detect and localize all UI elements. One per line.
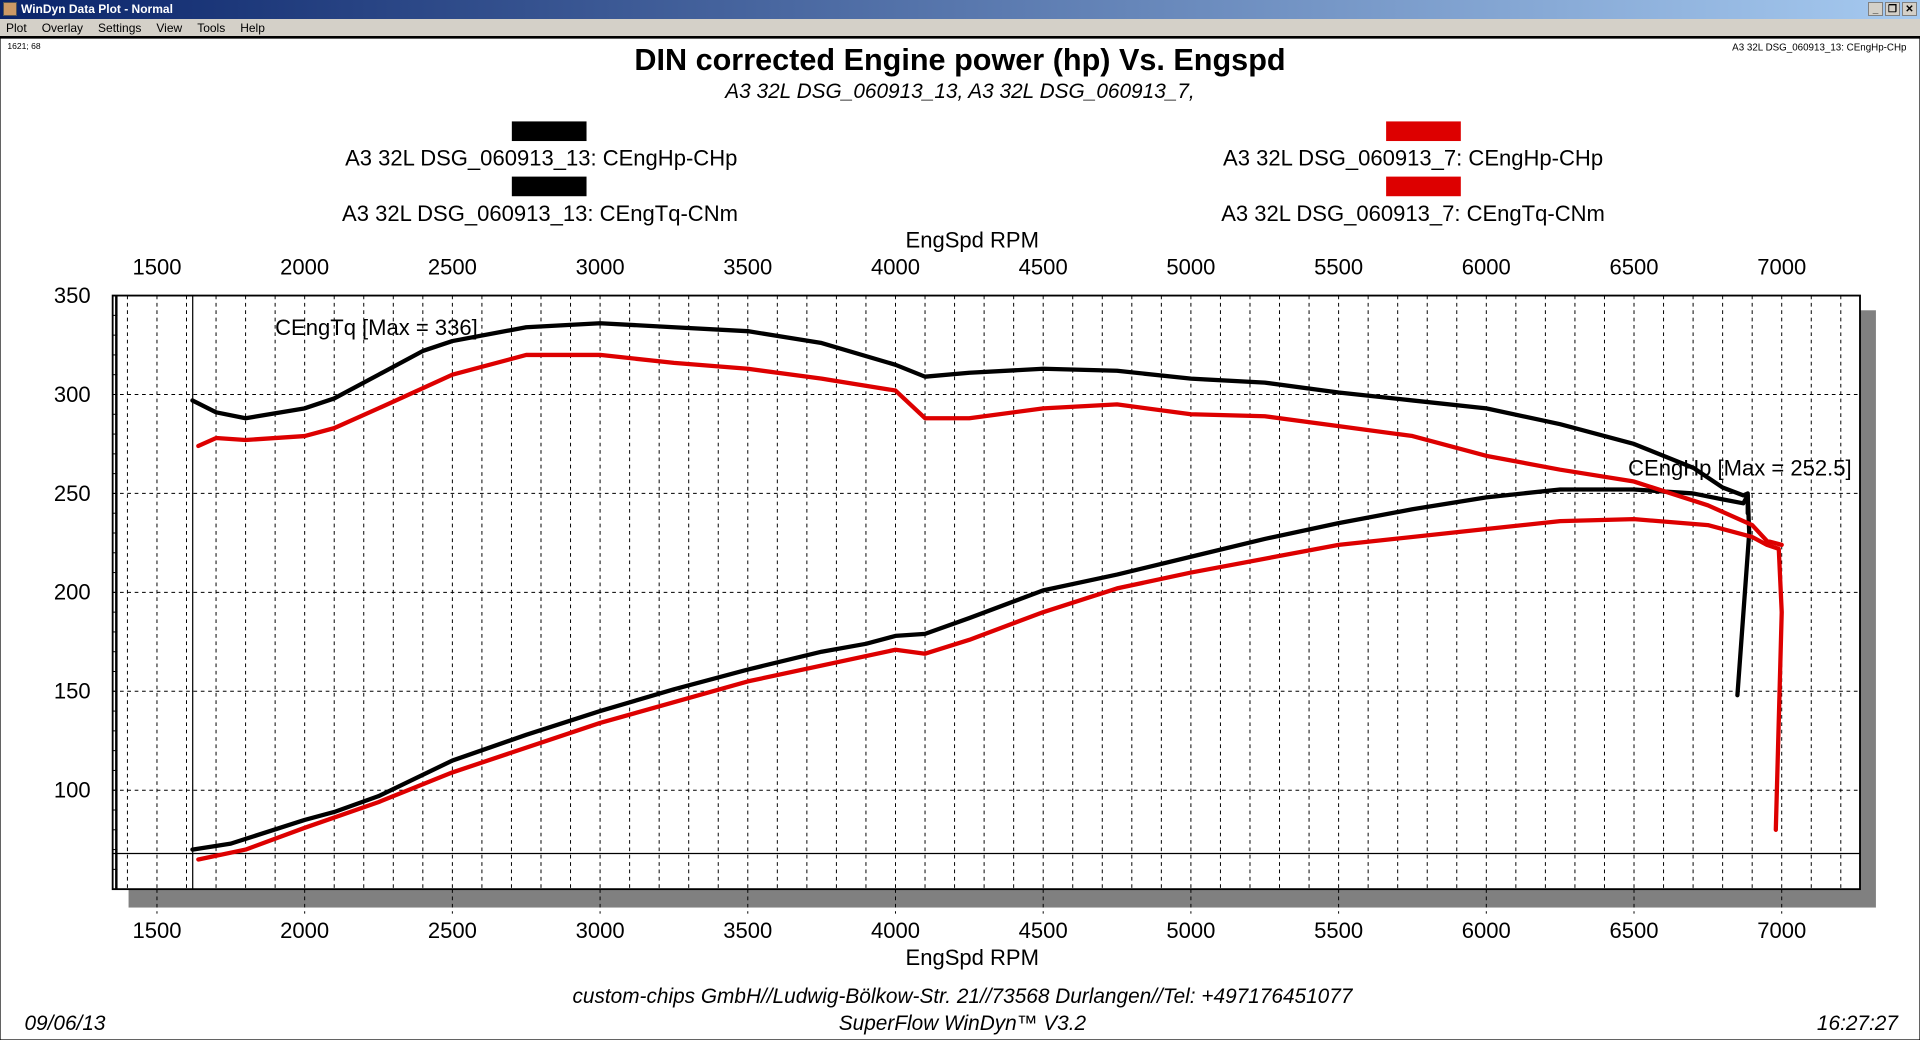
- series-line-3: [196, 352, 1784, 548]
- y-tick-label: 200: [54, 580, 91, 605]
- legend-label-7-tq: A3 32L DSG_060913_7: CEngTq-CNm: [1221, 201, 1605, 226]
- maximize-button[interactable]: ❐: [1885, 2, 1900, 16]
- x-tick-label-bottom: 3000: [576, 918, 625, 943]
- annotations: CEngTq [Max = 336] CEngHp [Max = 252.5]: [275, 315, 1851, 481]
- x-tick-label-top: 5500: [1314, 255, 1363, 280]
- legend: A3 32L DSG_060913_13: CEngHp-CHp A3 32L …: [342, 121, 1605, 226]
- legend-swatch-13-tq: [511, 176, 587, 197]
- y-tick-label: 300: [54, 382, 91, 407]
- x-tick-label-top: 2500: [428, 255, 477, 280]
- active-trace-label: A3 32L DSG_060913_13: CEngHp-CHp: [1732, 42, 1907, 53]
- x-axis-label-top: EngSpd RPM: [906, 228, 1039, 253]
- x-tick-label-top: 2000: [280, 255, 329, 280]
- title-bar: WinDyn Data Plot - Normal _ ❐ ✕: [0, 0, 1920, 19]
- series-group: [190, 321, 1784, 862]
- x-axis-label-bottom: EngSpd RPM: [906, 945, 1039, 970]
- x-tick-label-top: 3500: [723, 255, 772, 280]
- close-button[interactable]: ✕: [1902, 2, 1917, 16]
- x-tick-label-top: 6000: [1462, 255, 1511, 280]
- axes: 1500 1500 2000 2000 2500 2500 3000 3000 3500 3500…: [54, 255, 1860, 943]
- x-tick-label-bottom: 4000: [871, 918, 920, 943]
- minimize-button[interactable]: _: [1868, 2, 1883, 16]
- menu-overlay[interactable]: Overlay: [41, 21, 84, 35]
- x-tick-label-bottom: 5500: [1314, 918, 1363, 943]
- x-tick-label-top: 7000: [1757, 255, 1806, 280]
- legend-label-13-tq: A3 32L DSG_060913_13: CEngTq-CNm: [342, 201, 738, 226]
- menu-view[interactable]: View: [156, 21, 183, 35]
- x-tick-label-bottom: 2000: [280, 918, 329, 943]
- x-tick-label-bottom: 1500: [132, 918, 181, 943]
- footer-company: custom-chips GmbH//Ludwig-Bölkow-Str. 21…: [572, 985, 1353, 1008]
- menu-bar: Plot Overlay Settings View Tools Help: [0, 19, 1920, 38]
- x-tick-label-top: 5000: [1166, 255, 1215, 280]
- legend-swatch-7-hp: [1386, 121, 1461, 142]
- series-line-0: [190, 487, 1752, 852]
- menu-settings[interactable]: Settings: [98, 21, 142, 35]
- x-tick-label-bottom: 3500: [723, 918, 772, 943]
- x-tick-label-bottom: 2500: [428, 918, 477, 943]
- legend-swatch-7-tq: [1386, 176, 1461, 197]
- footer-software: SuperFlow WinDyn™ V3.2: [839, 1012, 1087, 1035]
- legend-label-13-hp: A3 32L DSG_060913_13: CEngHp-CHp: [345, 146, 737, 171]
- annotation-label: CEngHp [Max = 252.5]: [1628, 456, 1851, 481]
- footer-time: 16:27:27: [1817, 1012, 1899, 1035]
- y-tick-label: 250: [54, 481, 91, 506]
- x-tick-label-bottom: 6000: [1462, 918, 1511, 943]
- y-tick-label: 350: [54, 283, 91, 308]
- x-tick-label-bottom: 7000: [1757, 918, 1806, 943]
- app-icon: [3, 2, 17, 16]
- y-tick-label: 150: [54, 679, 91, 704]
- x-tick-label-bottom: 6500: [1610, 918, 1659, 943]
- x-tick-label-top: 4500: [1019, 255, 1068, 280]
- chart-subtitle: A3 32L DSG_060913_13, A3 32L DSG_060913_…: [723, 80, 1194, 103]
- x-tick-label-top: 1500: [132, 255, 181, 280]
- chart-title: DIN corrected Engine power (hp) Vs. Engs…: [634, 43, 1285, 77]
- annotation-label: CEngTq [Max = 336]: [275, 315, 478, 340]
- legend-label-7-hp: A3 32L DSG_060913_7: CEngHp-CHp: [1223, 146, 1603, 171]
- x-tick-label-top: 6500: [1610, 255, 1659, 280]
- series-line-2: [190, 321, 1750, 516]
- menu-help[interactable]: Help: [240, 21, 265, 35]
- menu-plot[interactable]: Plot: [6, 21, 27, 35]
- x-tick-label-top: 4000: [871, 255, 920, 280]
- grid: [112, 295, 1860, 890]
- series-line-1: [196, 517, 1784, 862]
- legend-swatch-13-hp: [511, 121, 587, 142]
- x-tick-label-top: 3000: [576, 255, 625, 280]
- x-tick-label-bottom: 5000: [1166, 918, 1215, 943]
- cursor-readout: 1621; 68: [7, 41, 41, 51]
- y-tick-label: 100: [54, 778, 91, 803]
- menu-tools[interactable]: Tools: [197, 21, 226, 35]
- x-tick-label-bottom: 4500: [1019, 918, 1068, 943]
- footer-date: 09/06/13: [24, 1012, 105, 1035]
- window-title: WinDyn Data Plot - Normal: [21, 2, 173, 16]
